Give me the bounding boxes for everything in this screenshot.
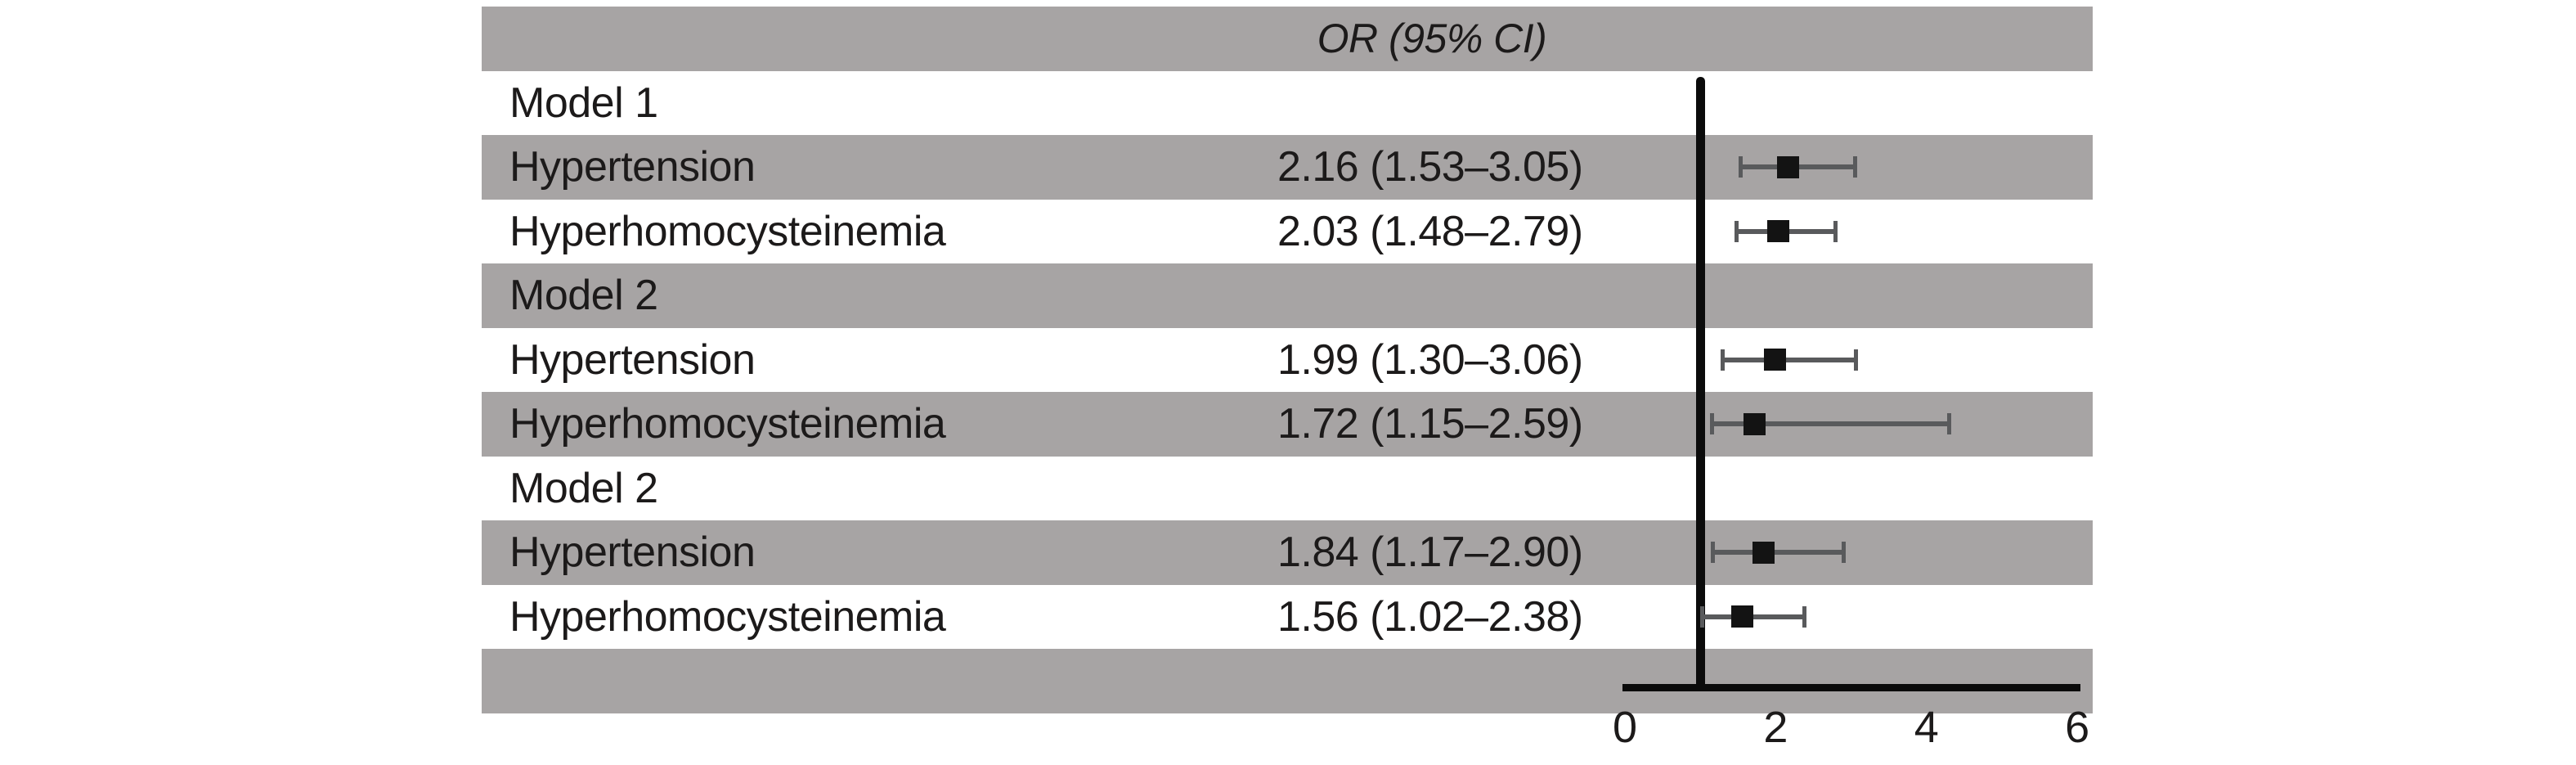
row-label: Hypertension xyxy=(509,335,756,384)
column-header-or-ci: OR (95% CI) xyxy=(1317,16,1547,62)
table-row: Hyperhomocysteinemia 2.03 (1.48–2.79) xyxy=(482,200,2093,264)
header-row: OR (95% CI) xyxy=(482,7,2093,71)
table-row: Hypertension 2.16 (1.53–3.05) xyxy=(482,135,2093,200)
row-label: Model 2 xyxy=(509,464,658,512)
row-ci-value: 1.72 (1.15–2.59) xyxy=(1277,400,1583,448)
table-row: Hyperhomocysteinemia 1.72 (1.15–2.59) xyxy=(482,392,2093,457)
table-row: Hypertension 1.84 (1.17–2.90) xyxy=(482,520,2093,585)
row-label: Hyperhomocysteinemia xyxy=(509,207,946,255)
table-row: Model 2 xyxy=(482,263,2093,328)
row-ci-value: 1.84 (1.17–2.90) xyxy=(1277,529,1583,577)
table-row: Model 2 xyxy=(482,457,2093,521)
row-label: Hypertension xyxy=(509,529,756,577)
row-label: Hyperhomocysteinemia xyxy=(509,592,946,641)
row-ci-value: 1.99 (1.30–3.06) xyxy=(1277,335,1583,384)
row-label: Hypertension xyxy=(509,143,756,191)
row-ci-value: 2.03 (1.48–2.79) xyxy=(1277,207,1583,255)
table-row: Model 1 xyxy=(482,71,2093,136)
row-label: Hyperhomocysteinemia xyxy=(509,400,946,448)
row-ci-value: 1.56 (1.02–2.38) xyxy=(1277,592,1583,641)
row-label: Model 1 xyxy=(509,79,658,127)
row-label: Model 2 xyxy=(509,272,658,320)
table-row xyxy=(482,649,2093,713)
table-row: Hyperhomocysteinemia 1.56 (1.02–2.38) xyxy=(482,585,2093,650)
row-ci-value: 2.16 (1.53–3.05) xyxy=(1277,143,1583,191)
table-row: Hypertension 1.99 (1.30–3.06) xyxy=(482,328,2093,393)
